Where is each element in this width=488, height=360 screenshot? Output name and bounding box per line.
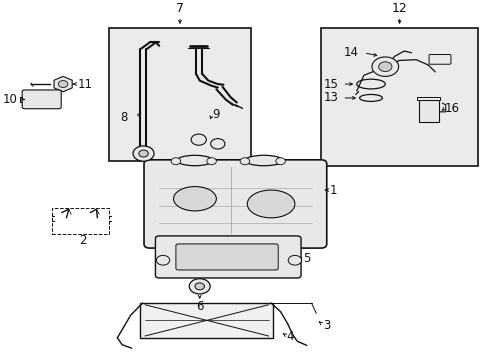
Bar (109, 28, 250, 161)
Ellipse shape (177, 155, 212, 166)
Ellipse shape (173, 186, 216, 211)
Text: 14: 14 (344, 46, 358, 59)
Circle shape (210, 139, 224, 149)
Text: 6: 6 (196, 300, 203, 313)
Circle shape (378, 62, 391, 72)
Text: 15: 15 (323, 77, 338, 91)
Text: 3: 3 (323, 319, 330, 332)
Bar (321, 28, 477, 166)
Ellipse shape (247, 190, 294, 218)
Circle shape (191, 134, 206, 145)
Circle shape (58, 81, 68, 87)
FancyBboxPatch shape (176, 244, 278, 270)
FancyBboxPatch shape (155, 236, 301, 278)
Circle shape (287, 255, 301, 265)
FancyBboxPatch shape (144, 160, 326, 248)
Bar (140, 303, 273, 338)
Text: 12: 12 (391, 2, 407, 15)
Circle shape (240, 158, 249, 165)
Text: 2: 2 (79, 234, 87, 247)
Text: 1: 1 (329, 184, 336, 197)
FancyBboxPatch shape (428, 54, 450, 64)
Circle shape (133, 146, 154, 161)
Text: 8: 8 (120, 111, 127, 124)
Text: 11: 11 (77, 77, 92, 91)
Text: 13: 13 (323, 91, 338, 104)
Text: 16: 16 (444, 102, 459, 115)
Circle shape (195, 283, 204, 290)
Circle shape (371, 57, 398, 76)
Ellipse shape (244, 155, 283, 166)
Text: 4: 4 (286, 329, 294, 342)
Text: 10: 10 (2, 93, 18, 106)
Circle shape (171, 158, 180, 165)
FancyBboxPatch shape (22, 90, 61, 109)
Text: 5: 5 (303, 252, 310, 265)
Circle shape (189, 279, 210, 294)
Bar (416, 97, 440, 100)
Bar (418, 100, 438, 122)
Circle shape (156, 255, 169, 265)
Circle shape (139, 150, 148, 157)
Text: 7: 7 (176, 2, 183, 15)
Circle shape (206, 158, 216, 165)
Circle shape (275, 158, 285, 165)
Text: 9: 9 (212, 108, 220, 121)
Bar (52, 208, 109, 234)
